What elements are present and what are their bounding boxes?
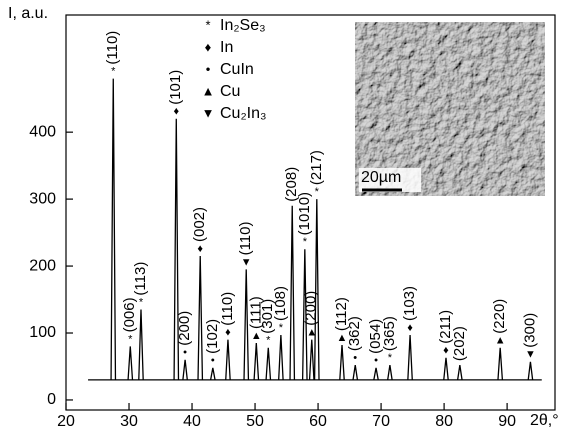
legend-symbol: • <box>206 61 211 76</box>
peak <box>198 256 202 380</box>
peak-label: (362) <box>346 316 363 351</box>
phase-marker: ▼ <box>241 256 252 268</box>
phase-marker: • <box>211 355 215 367</box>
x-axis-label: 2θ,° <box>530 412 559 429</box>
phase-marker: * <box>388 352 393 364</box>
phase-marker: * <box>279 322 284 334</box>
y-tick-label: 400 <box>29 123 56 140</box>
peak <box>315 199 319 380</box>
peak <box>353 365 357 380</box>
phase-marker: * <box>315 186 320 198</box>
scale-label: 20µm <box>361 169 401 186</box>
phase-marker: ▼ <box>525 349 536 361</box>
legend-symbol: ♦ <box>205 39 212 54</box>
peak-label: (220) <box>491 299 508 334</box>
peak-label: (1010) <box>296 192 313 235</box>
peak-label: (300) <box>521 313 538 348</box>
peak <box>139 310 143 380</box>
x-tick-label: 90 <box>498 413 516 430</box>
phase-marker: * <box>266 335 271 347</box>
x-tick-label: 40 <box>183 413 201 430</box>
phase-marker: ▲ <box>495 335 506 347</box>
phase-marker: ♦ <box>443 345 449 357</box>
peak <box>183 360 187 380</box>
peak-label: (006) <box>121 297 138 332</box>
phase-marker: • <box>183 347 187 359</box>
peak-label: (108) <box>272 286 289 321</box>
peak-label: (101) <box>167 70 184 105</box>
peak-label: (110) <box>237 221 254 255</box>
phase-marker: • <box>353 352 357 364</box>
legend-label: CuIn <box>220 61 254 78</box>
peak-label: (110) <box>219 292 236 326</box>
peak <box>266 348 270 380</box>
x-tick-label: 60 <box>309 413 327 430</box>
peak <box>374 368 378 380</box>
peak <box>310 340 314 380</box>
phase-marker: ♦ <box>197 243 203 255</box>
peak-label: (103) <box>401 286 418 321</box>
y-tick-label: 100 <box>29 324 56 341</box>
y-tick-label: 200 <box>29 257 56 274</box>
peak <box>498 348 502 380</box>
peak-label: (217) <box>308 150 325 185</box>
peak <box>279 335 283 380</box>
legend-label: Cu <box>220 83 240 100</box>
peak-label: (200) <box>303 291 320 326</box>
phase-marker: * <box>139 296 144 308</box>
y-axis-label: I, a.u. <box>8 5 48 22</box>
legend-symbol: * <box>205 17 210 32</box>
peak <box>128 346 132 379</box>
legend-label: In₂Se₃ <box>220 17 266 34</box>
peak <box>226 340 230 380</box>
peak-label: (110) <box>104 31 121 65</box>
peak <box>408 335 412 380</box>
peak <box>290 206 294 380</box>
legend-label: In <box>220 39 233 56</box>
legend-symbol: ▼ <box>202 105 215 120</box>
legend-label: Cu₂In₃ <box>220 105 267 122</box>
peak-label: (365) <box>381 316 398 351</box>
legend-symbol: ▲ <box>202 83 215 98</box>
peak <box>254 343 258 380</box>
x-tick-label: 30 <box>120 413 138 430</box>
peak <box>528 362 532 380</box>
phase-marker: ♦ <box>407 322 413 334</box>
phase-marker: * <box>111 66 116 78</box>
inset: 20µm <box>355 22 545 196</box>
peak <box>388 365 392 380</box>
phase-marker: ♦ <box>173 106 179 118</box>
phase-marker: ♦ <box>225 327 231 339</box>
peak <box>458 365 462 380</box>
peak <box>111 79 115 380</box>
peak-label: (113) <box>132 262 149 296</box>
x-tick-label: 80 <box>435 413 453 430</box>
peak-label: (002) <box>191 207 208 242</box>
peak-label: (202) <box>451 326 468 361</box>
x-tick-label: 70 <box>372 413 390 430</box>
chart: I, a.u. 2θ,° 20µm 0 100 200 300 400 20 30 40 50 6… <box>0 0 570 430</box>
phase-marker: * <box>303 236 308 248</box>
y-tick-label: 0 <box>47 391 56 408</box>
peak <box>211 368 215 380</box>
peak-label: (200) <box>176 311 193 346</box>
peak <box>340 345 344 380</box>
phase-marker: * <box>128 333 133 345</box>
y-tick-label: 300 <box>29 190 56 207</box>
peak <box>444 358 448 380</box>
phase-marker: • <box>374 355 378 367</box>
x-tick-label: 20 <box>57 413 75 430</box>
x-tick-label: 50 <box>246 413 264 430</box>
